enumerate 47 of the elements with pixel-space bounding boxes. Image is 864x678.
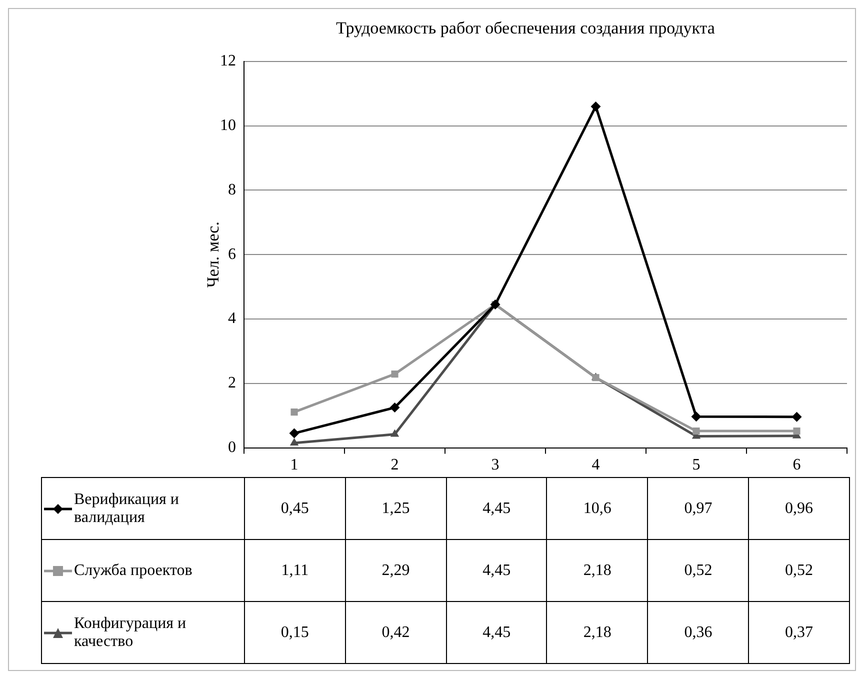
y-tick-label: 8	[228, 181, 236, 198]
point	[391, 370, 398, 378]
data-label: 0,36	[648, 602, 749, 664]
data-label: 0,96	[748, 478, 850, 540]
data-label: 2,29	[345, 540, 446, 602]
data-label: 4,45	[446, 478, 547, 540]
x-tick-label: 6	[792, 456, 801, 474]
legend-label: Верификация и валидация	[74, 490, 180, 526]
data-label: 0,15	[244, 602, 346, 664]
data-label: 2,18	[546, 602, 648, 664]
point	[692, 428, 700, 435]
x-tick-label: 5	[692, 456, 700, 474]
x-tick-label: 1	[290, 456, 298, 474]
y-axis-title: Чел. мес.	[204, 222, 223, 288]
data-label: 10,6	[546, 478, 648, 540]
point	[289, 428, 300, 438]
y-tick-label: 2	[228, 374, 236, 392]
data-label: 4,45	[446, 540, 547, 602]
y-tick-label: 12	[220, 52, 236, 70]
data-label: 2,18	[546, 540, 648, 602]
point	[390, 429, 400, 437]
x-tick-label: 4	[592, 456, 600, 474]
data-label: 1,25	[345, 478, 446, 540]
data-label: 1,11	[244, 540, 346, 602]
y-tick-label: 10	[220, 117, 236, 134]
chart-title: Трудоемкость работ обеспечения создания продукта	[336, 18, 716, 38]
point	[792, 412, 802, 422]
point	[590, 101, 601, 112]
legend-label: Конфигурация и качество	[74, 614, 188, 650]
y-tick-label: 4	[228, 310, 236, 328]
point	[290, 408, 298, 416]
data-label: 0,45	[244, 478, 346, 540]
data-label: 0,52	[648, 540, 749, 602]
y-tick-label: 0	[228, 439, 236, 456]
data-label: 0,52	[748, 540, 850, 602]
point	[691, 412, 702, 422]
x-tick-label: 2	[390, 456, 399, 474]
y-tick-label: 6	[228, 246, 236, 263]
data-label: 0,97	[648, 478, 749, 540]
x-tick-label: 3	[491, 456, 500, 474]
data-label: 4,45	[446, 602, 547, 664]
point	[290, 438, 299, 446]
point	[390, 402, 400, 413]
point	[793, 428, 800, 435]
legend-label: Служба проектов	[74, 562, 192, 580]
data-label: 0,37	[748, 602, 850, 664]
data-label: 0,42	[345, 602, 446, 664]
